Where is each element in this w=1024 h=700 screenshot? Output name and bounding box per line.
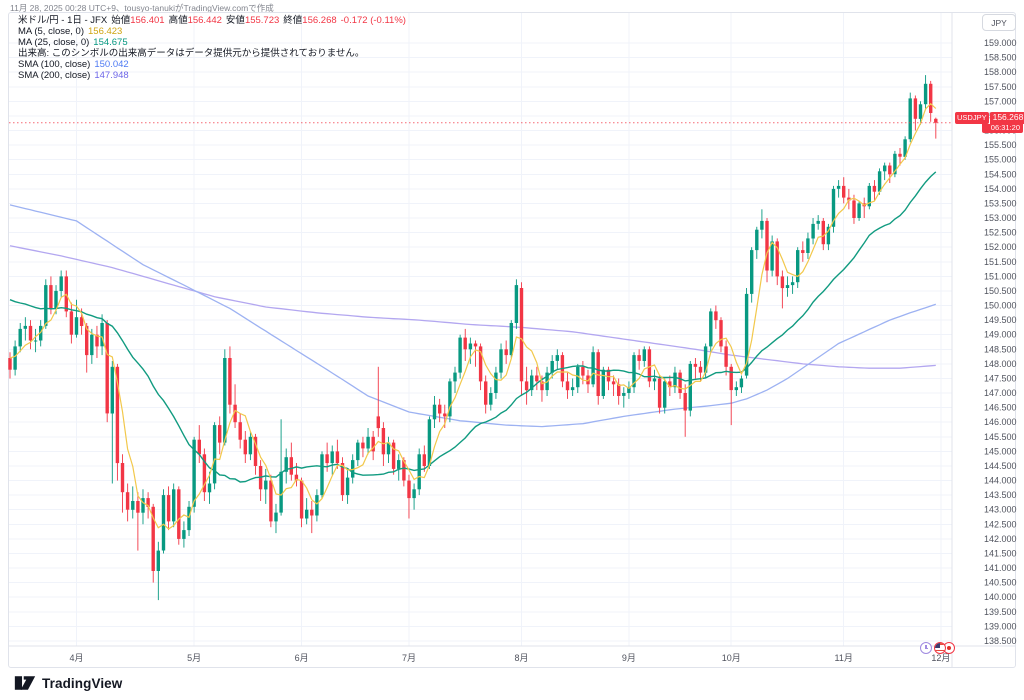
svg-text:147.000: 147.000: [984, 388, 1017, 398]
price-badge-price: 156.268: [989, 112, 1024, 124]
svg-text:148.000: 148.000: [984, 359, 1017, 369]
svg-text:151.500: 151.500: [984, 257, 1017, 267]
svg-text:6月: 6月: [295, 653, 309, 663]
svg-text:141.000: 141.000: [984, 563, 1017, 573]
legend-symbol-row[interactable]: 米ドル/円 - 1日 - JFX 始値 156.401 高値 156.442 安値 1…: [18, 15, 406, 26]
svg-text:155.000: 155.000: [984, 155, 1017, 165]
svg-text:157.000: 157.000: [984, 96, 1017, 106]
svg-text:5月: 5月: [187, 653, 201, 663]
countdown-clock-icon: [920, 642, 932, 654]
svg-text:7月: 7月: [402, 653, 416, 663]
svg-text:10月: 10月: [722, 653, 741, 663]
symbol-title: 米ドル/円 - 1日 - JFX: [18, 15, 108, 26]
svg-text:140.000: 140.000: [984, 592, 1017, 602]
svg-text:149.000: 149.000: [984, 330, 1017, 340]
svg-text:158.000: 158.000: [984, 67, 1017, 77]
price-badge-symbol: USDJPY: [955, 112, 989, 124]
last-price-badge[interactable]: USDJPY 156.268 06:31:20: [955, 112, 1024, 134]
close-value: 156.268: [302, 15, 337, 26]
svg-text:139.000: 139.000: [984, 621, 1017, 631]
svg-text:155.500: 155.500: [984, 140, 1017, 150]
svg-text:148.500: 148.500: [984, 344, 1017, 354]
open-value: 156.401: [130, 15, 165, 26]
svg-text:143.500: 143.500: [984, 490, 1017, 500]
svg-text:140.500: 140.500: [984, 578, 1017, 588]
sma100-value: 150.042: [94, 59, 129, 70]
legend-sma200-row[interactable]: SMA (200, close) 147.948: [18, 70, 129, 81]
ma25-line: [9, 171, 937, 483]
svg-text:146.500: 146.500: [984, 403, 1017, 413]
svg-text:145.000: 145.000: [984, 446, 1017, 456]
svg-text:4月: 4月: [69, 653, 83, 663]
legend-ma25-row[interactable]: MA (25, close, 0) 154.675: [18, 37, 128, 48]
svg-text:144.000: 144.000: [984, 476, 1017, 486]
svg-text:153.500: 153.500: [984, 198, 1017, 208]
ma5-line: [9, 102, 937, 530]
candle-series: [8, 75, 938, 601]
svg-text:142.500: 142.500: [984, 519, 1017, 529]
svg-text:150.500: 150.500: [984, 286, 1017, 296]
tradingview-logo[interactable]: TradingView: [14, 674, 122, 692]
svg-text:142.000: 142.000: [984, 534, 1017, 544]
ma25-value: 154.675: [93, 37, 128, 48]
svg-text:159.000: 159.000: [984, 38, 1017, 48]
svg-text:151.000: 151.000: [984, 271, 1017, 281]
svg-text:150.000: 150.000: [984, 301, 1017, 311]
currency-unit-button[interactable]: JPY: [982, 14, 1016, 31]
svg-text:8月: 8月: [514, 653, 528, 663]
ma5-value: 156.423: [88, 26, 123, 37]
high-value: 156.442: [187, 15, 222, 26]
svg-text:154.500: 154.500: [984, 169, 1017, 179]
legend-ma5-row[interactable]: MA (5, close, 0) 156.423: [18, 26, 123, 37]
volume-unavailable-note: 出来高: このシンボルの出来高データはデータ提供元から提供されておりません。: [18, 48, 365, 59]
svg-text:143.000: 143.000: [984, 505, 1017, 515]
svg-text:154.000: 154.000: [984, 184, 1017, 194]
legend-volume-row[interactable]: 出来高: このシンボルの出来高データはデータ提供元から提供されておりません。: [18, 48, 410, 60]
svg-text:12月: 12月: [931, 653, 950, 663]
svg-text:11月: 11月: [835, 653, 853, 663]
svg-text:158.500: 158.500: [984, 53, 1017, 63]
change-value: -0.172 (-0.11%): [340, 15, 406, 26]
svg-text:138.500: 138.500: [984, 636, 1017, 646]
tradingview-logo-text: TradingView: [42, 675, 123, 691]
svg-text:141.500: 141.500: [984, 549, 1017, 559]
sma200-line: [9, 245, 936, 369]
created-attribution-text: 11月 28, 2025 00:28 UTC+9、tousyo-tanukiがT…: [10, 3, 274, 13]
bar-close-countdown: 06:31:20: [982, 124, 1023, 133]
svg-text:153.000: 153.000: [984, 213, 1017, 223]
svg-text:144.500: 144.500: [984, 461, 1017, 471]
us-flag-icon: [934, 642, 946, 654]
svg-text:152.500: 152.500: [984, 228, 1017, 238]
svg-text:147.500: 147.500: [984, 374, 1017, 384]
sma200-value: 147.948: [94, 70, 129, 81]
time-scale[interactable]: 4月 5月 6月 7月 8月 9月 10月 11月 12月: [69, 653, 950, 663]
svg-text:157.500: 157.500: [984, 82, 1017, 92]
tradingview-logo-mark: [14, 676, 36, 690]
svg-text:9月: 9月: [622, 653, 636, 663]
low-value: 155.723: [244, 15, 280, 26]
svg-text:146.000: 146.000: [984, 417, 1017, 427]
chart-legend: 米ドル/円 - 1日 - JFX 始値 156.401 高値 156.442 安値 1…: [18, 15, 410, 82]
svg-text:149.500: 149.500: [984, 315, 1017, 325]
svg-text:152.000: 152.000: [984, 242, 1017, 252]
sma100-line: [9, 204, 937, 428]
svg-text:139.500: 139.500: [984, 607, 1017, 617]
legend-sma100-row[interactable]: SMA (100, close) 150.042: [18, 59, 129, 70]
svg-text:145.500: 145.500: [984, 432, 1017, 442]
session-status-icons[interactable]: [920, 642, 955, 654]
